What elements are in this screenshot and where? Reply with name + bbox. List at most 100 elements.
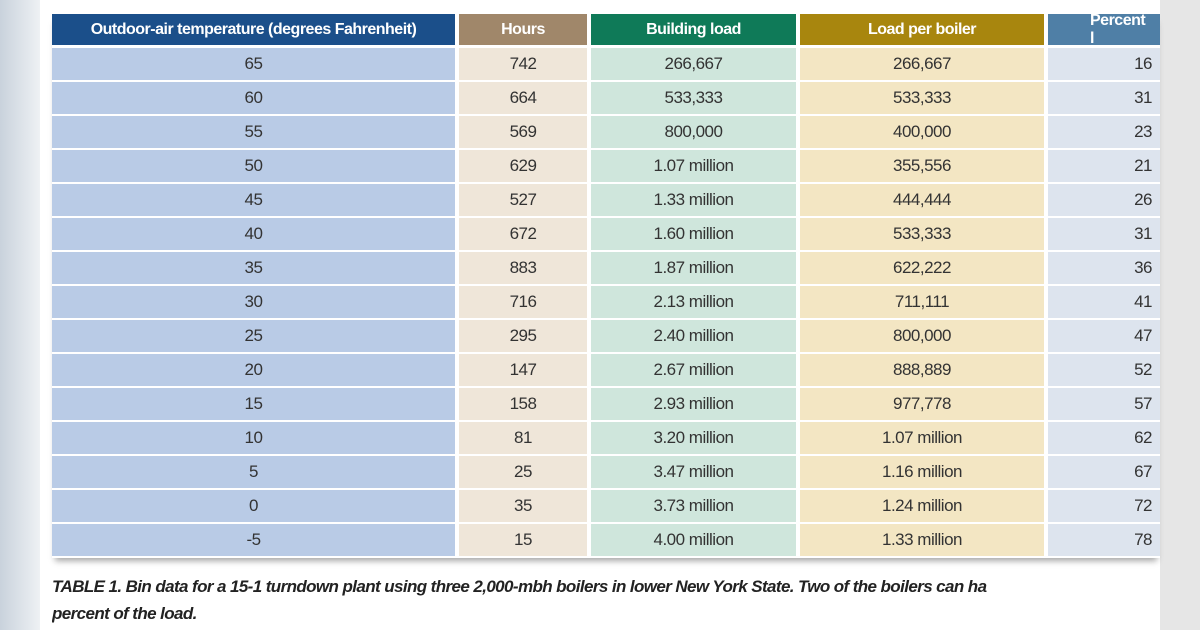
header-percent: Percent l [1048, 14, 1160, 47]
table-row: 45 527 1.33 million 444,444 26 [52, 184, 1160, 216]
cell-building-load: 266,667 [591, 48, 796, 80]
cell-building-load: 2.93 million [591, 388, 796, 420]
cell-load-per-boiler: 1.16 million [800, 456, 1044, 488]
cell-temperature: 60 [52, 82, 455, 114]
cell-percent: 67 [1048, 456, 1160, 488]
cell-percent: 16 [1048, 48, 1160, 80]
cell-percent: 21 [1048, 150, 1160, 182]
cell-building-load: 2.13 million [591, 286, 796, 318]
cell-percent: 41 [1048, 286, 1160, 318]
cell-load-per-boiler: 355,556 [800, 150, 1044, 182]
table-row: 20 147 2.67 million 888,889 52 [52, 354, 1160, 386]
cell-load-per-boiler: 1.24 million [800, 490, 1044, 522]
table-body: 65 742 266,667 266,667 16 60 664 533,333 533,333… [52, 48, 1160, 556]
cell-percent: 78 [1048, 524, 1160, 556]
cell-hours: 147 [459, 354, 587, 386]
left-margin [0, 0, 40, 630]
cell-temperature: 30 [52, 286, 455, 318]
table-row: 35 883 1.87 million 622,222 36 [52, 252, 1160, 284]
cell-hours: 25 [459, 456, 587, 488]
right-margin [1160, 0, 1200, 630]
cell-building-load: 800,000 [591, 116, 796, 148]
cell-temperature: 5 [52, 456, 455, 488]
cell-temperature: -5 [52, 524, 455, 556]
bin-data-table: Outdoor-air temperature (degrees Fahrenh… [52, 14, 1160, 558]
cell-building-load: 1.07 million [591, 150, 796, 182]
cell-temperature: 65 [52, 48, 455, 80]
cell-building-load: 1.60 million [591, 218, 796, 250]
cell-hours: 629 [459, 150, 587, 182]
cell-building-load: 3.20 million [591, 422, 796, 454]
cell-percent: 62 [1048, 422, 1160, 454]
cell-hours: 527 [459, 184, 587, 216]
table-header-row: Outdoor-air temperature (degrees Fahrenh… [52, 14, 1160, 47]
cell-building-load: 533,333 [591, 82, 796, 114]
cell-temperature: 55 [52, 116, 455, 148]
cell-load-per-boiler: 622,222 [800, 252, 1044, 284]
table-row: 0 35 3.73 million 1.24 million 72 [52, 490, 1160, 522]
cell-load-per-boiler: 977,778 [800, 388, 1044, 420]
cell-hours: 35 [459, 490, 587, 522]
cell-percent: 57 [1048, 388, 1160, 420]
cell-building-load: 1.87 million [591, 252, 796, 284]
table-row: 25 295 2.40 million 800,000 47 [52, 320, 1160, 352]
cell-building-load: 3.47 million [591, 456, 796, 488]
cell-percent: 31 [1048, 218, 1160, 250]
cell-load-per-boiler: 888,889 [800, 354, 1044, 386]
table-row: 15 158 2.93 million 977,778 57 [52, 388, 1160, 420]
cell-temperature: 35 [52, 252, 455, 284]
table-row: 55 569 800,000 400,000 23 [52, 116, 1160, 148]
table-row: 50 629 1.07 million 355,556 21 [52, 150, 1160, 182]
cell-load-per-boiler: 800,000 [800, 320, 1044, 352]
cell-hours: 295 [459, 320, 587, 352]
cell-temperature: 15 [52, 388, 455, 420]
cell-building-load: 2.67 million [591, 354, 796, 386]
cell-percent: 23 [1048, 116, 1160, 148]
table-row: -5 15 4.00 million 1.33 million 78 [52, 524, 1160, 556]
cell-hours: 883 [459, 252, 587, 284]
cell-percent: 47 [1048, 320, 1160, 352]
cell-building-load: 3.73 million [591, 490, 796, 522]
cell-load-per-boiler: 1.07 million [800, 422, 1044, 454]
cell-hours: 569 [459, 116, 587, 148]
cell-percent: 26 [1048, 184, 1160, 216]
table-row: 40 672 1.60 million 533,333 31 [52, 218, 1160, 250]
table-row: 65 742 266,667 266,667 16 [52, 48, 1160, 80]
cell-temperature: 10 [52, 422, 455, 454]
header-temperature: Outdoor-air temperature (degrees Fahrenh… [52, 14, 455, 45]
header-load-per-boiler: Load per boiler [800, 14, 1044, 45]
cell-load-per-boiler: 444,444 [800, 184, 1044, 216]
header-hours: Hours [459, 14, 587, 45]
cell-load-per-boiler: 266,667 [800, 48, 1044, 80]
caption-line-1: TABLE 1. Bin data for a 15-1 turndown pl… [52, 577, 987, 596]
cell-temperature: 40 [52, 218, 455, 250]
cell-load-per-boiler: 711,111 [800, 286, 1044, 318]
cell-hours: 742 [459, 48, 587, 80]
cell-temperature: 50 [52, 150, 455, 182]
cell-temperature: 45 [52, 184, 455, 216]
cell-load-per-boiler: 533,333 [800, 82, 1044, 114]
cell-temperature: 20 [52, 354, 455, 386]
cell-load-per-boiler: 533,333 [800, 218, 1044, 250]
table-row: 10 81 3.20 million 1.07 million 62 [52, 422, 1160, 454]
cell-percent: 72 [1048, 490, 1160, 522]
cell-hours: 716 [459, 286, 587, 318]
table-caption: TABLE 1. Bin data for a 15-1 turndown pl… [52, 573, 1160, 627]
caption-line-2: percent of the load. [52, 604, 197, 623]
table-row: 30 716 2.13 million 711,111 41 [52, 286, 1160, 318]
cell-hours: 81 [459, 422, 587, 454]
cell-building-load: 2.40 million [591, 320, 796, 352]
cell-load-per-boiler: 400,000 [800, 116, 1044, 148]
cell-hours: 672 [459, 218, 587, 250]
cell-percent: 36 [1048, 252, 1160, 284]
cell-percent: 31 [1048, 82, 1160, 114]
cell-temperature: 25 [52, 320, 455, 352]
cell-load-per-boiler: 1.33 million [800, 524, 1044, 556]
cell-percent: 52 [1048, 354, 1160, 386]
cell-temperature: 0 [52, 490, 455, 522]
table-row: 60 664 533,333 533,333 31 [52, 82, 1160, 114]
cell-building-load: 4.00 million [591, 524, 796, 556]
cell-hours: 15 [459, 524, 587, 556]
cell-building-load: 1.33 million [591, 184, 796, 216]
header-building-load: Building load [591, 14, 796, 45]
